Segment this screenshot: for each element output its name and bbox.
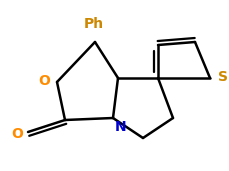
Text: Ph: Ph <box>84 17 104 31</box>
Text: O: O <box>38 74 50 88</box>
Text: N: N <box>115 120 127 134</box>
Text: S: S <box>218 70 228 84</box>
Text: O: O <box>11 127 23 141</box>
